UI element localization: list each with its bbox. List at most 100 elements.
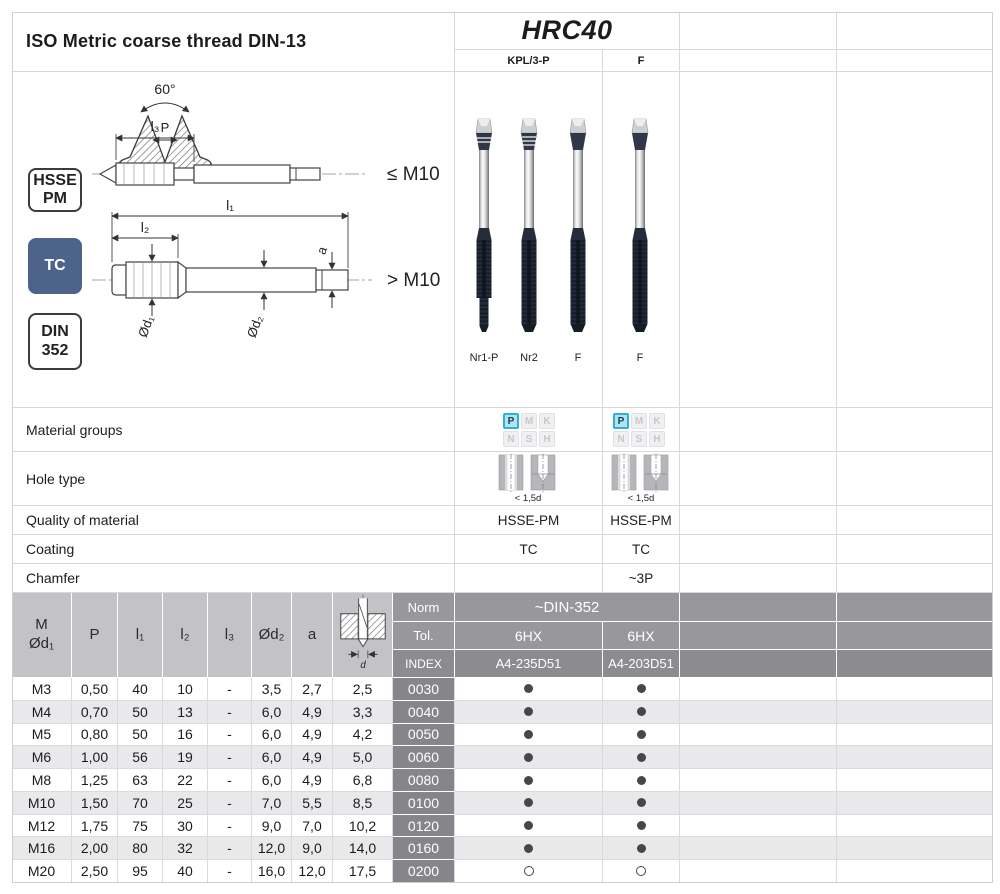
- cell-a: 7,0: [292, 814, 333, 838]
- availability-dot-filled: [636, 707, 646, 717]
- cell-a: 9,0: [292, 837, 333, 861]
- col-header-l3: l₃: [208, 593, 252, 678]
- empty-cell: [837, 506, 993, 535]
- material-group-m: M: [631, 413, 647, 429]
- tol-f-value: 6HX: [603, 622, 680, 650]
- cell-availability-kpl: [455, 837, 603, 861]
- cell-empty: [837, 746, 993, 770]
- cell-l1: 63: [118, 769, 163, 792]
- material-group-k: K: [539, 413, 555, 429]
- availability-dot-filled: [524, 707, 533, 717]
- tap-photo-f: [569, 118, 587, 333]
- cell-availability-kpl: [455, 746, 603, 770]
- cell-size: M5: [12, 723, 72, 747]
- cell-l1: 75: [118, 814, 163, 838]
- cell-index-code: 0160: [393, 837, 455, 861]
- cell-size: M10: [12, 791, 72, 815]
- material-group-s: S: [631, 431, 647, 447]
- cell-index-code: 0100: [393, 791, 455, 815]
- product-photos-f-cell: F: [603, 72, 680, 408]
- tap-label: Nr2: [520, 352, 538, 364]
- cell-size: M12: [12, 814, 72, 838]
- l1-dim-label: l₁: [226, 197, 234, 213]
- norm-row-label: Norm: [393, 593, 455, 622]
- cell-d2: 6,0: [252, 746, 292, 770]
- empty-cell: [680, 452, 837, 506]
- table-row: M10 1,50 70 25 - 7,0 5,5 8,5 0100: [12, 791, 993, 815]
- empty-cell: [837, 72, 993, 408]
- cell-a: 4,9: [292, 769, 333, 792]
- cell-availability-f: [603, 723, 680, 747]
- empty-cell: [680, 535, 837, 564]
- cell-empty: [680, 837, 837, 861]
- coating-badge: TC: [28, 238, 82, 294]
- cell-l3: -: [208, 791, 252, 815]
- cell-d2: 12,0: [252, 837, 292, 861]
- cell-l2: 30: [163, 814, 208, 838]
- norm-badge: DIN 352: [28, 313, 82, 370]
- drill-d-label: d: [360, 659, 366, 670]
- cell-a: 12,0: [292, 860, 333, 884]
- empty-header-cell: [837, 12, 993, 50]
- availability-dot-filled: [636, 752, 646, 762]
- material-group-grid: P M K N S H: [503, 413, 555, 447]
- index-row-label: INDEX: [393, 650, 455, 678]
- empty-cell: [680, 408, 837, 452]
- material-group-n: N: [503, 431, 519, 447]
- cell-d2: 6,0: [252, 769, 292, 792]
- empty-gray-cell: [680, 593, 837, 622]
- cell-pitch: 1,75: [72, 814, 118, 838]
- cell-availability-f: [603, 700, 680, 724]
- coating-badge-label: TC: [44, 256, 66, 274]
- table-row: M5 0,80 50 16 - 6,0 4,9 4,2 0050: [12, 723, 993, 747]
- spec-table-body: M3 0,50 40 10 - 3,5 2,7 2,5 0030 M4 0,70…: [12, 678, 993, 884]
- cell-availability-kpl: [455, 814, 603, 838]
- material-group-m: M: [521, 413, 537, 429]
- hole-depth-note: < 1,5d: [514, 493, 542, 504]
- empty-cell: [837, 564, 993, 593]
- cell-a: 4,9: [292, 700, 333, 724]
- col-header-a: a: [292, 593, 333, 678]
- availability-dot-filled: [524, 729, 533, 739]
- l2-dim-label: l₂: [141, 219, 150, 235]
- empty-header-cell: [680, 12, 837, 50]
- cell-empty: [680, 814, 837, 838]
- cell-d2: 6,0: [252, 723, 292, 747]
- chamfer-label: Chamfer: [12, 564, 455, 593]
- cell-a: 2,7: [292, 678, 333, 701]
- cell-availability-f: [603, 837, 680, 861]
- a-dim-label: a: [313, 244, 330, 257]
- material-groups-label: Material groups: [12, 408, 455, 452]
- empty-cell: [680, 72, 837, 408]
- material-group-h: H: [539, 431, 555, 447]
- tap-label: F: [574, 352, 582, 364]
- cell-l1: 50: [118, 700, 163, 724]
- cell-availability-kpl: [455, 678, 603, 701]
- cell-l2: 32: [163, 837, 208, 861]
- tap-dimension-drawing: 60° P l₃: [92, 81, 440, 340]
- availability-dot-open: [523, 866, 534, 877]
- cell-empty: [680, 700, 837, 724]
- quality-f-value: HSSE-PM: [603, 506, 680, 535]
- material-group-grid: P M K N S H: [613, 413, 665, 447]
- coating-kpl-value: TC: [455, 535, 603, 564]
- cell-l3: -: [208, 746, 252, 770]
- availability-dot-filled: [636, 843, 646, 853]
- availability-dot-filled: [524, 752, 533, 762]
- empty-cell: [837, 408, 993, 452]
- cell-pitch: 1,50: [72, 791, 118, 815]
- cell-l3: -: [208, 700, 252, 724]
- cell-d2: 16,0: [252, 860, 292, 884]
- tap-photo-nr1p: [475, 118, 493, 333]
- cell-l3: -: [208, 769, 252, 792]
- cell-d2: 7,0: [252, 791, 292, 815]
- empty-cell: [837, 452, 993, 506]
- table-row: M6 1,00 56 19 - 6,0 4,9 5,0 0060: [12, 746, 993, 770]
- cell-empty: [837, 792, 993, 815]
- cell-availability-f: [603, 860, 680, 884]
- cell-empty: [837, 815, 993, 838]
- coating-label: Coating: [12, 535, 455, 564]
- cell-size: M8: [12, 769, 72, 792]
- table-row: M12 1,75 75 30 - 9,0 7,0 10,2 0120: [12, 814, 993, 838]
- material-group-p: P: [613, 413, 629, 429]
